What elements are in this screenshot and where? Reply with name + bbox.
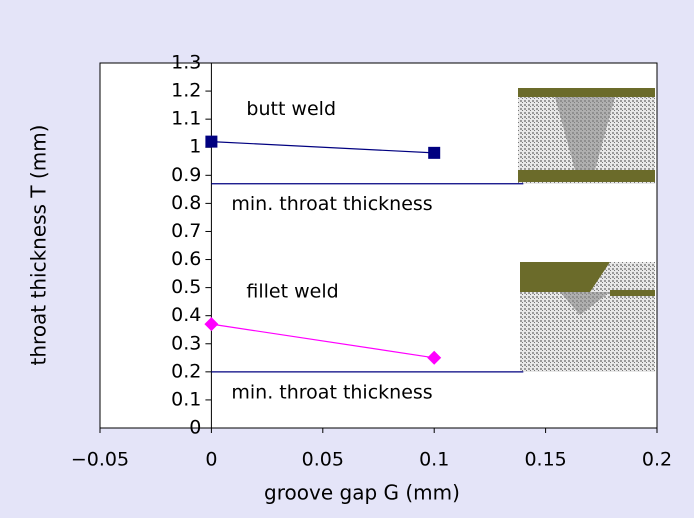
- x-tick-label: −0.05: [71, 449, 129, 471]
- point: [204, 317, 219, 332]
- x-tick-label: 0: [205, 449, 217, 471]
- x-axis-label: groove gap G (mm): [264, 481, 460, 505]
- y-tick-label: 0.7: [171, 220, 201, 242]
- y-tick-label: 0.9: [171, 164, 201, 186]
- y-tick-label: 1.1: [171, 108, 201, 130]
- y-tick-label: 0.2: [171, 360, 201, 382]
- point: [205, 135, 218, 148]
- x-tick-label: 0.2: [642, 449, 672, 471]
- y-tick-label: 1.3: [171, 52, 201, 74]
- y-tick-label: 0.1: [171, 388, 201, 410]
- series-label: min. throat thickness: [231, 381, 432, 403]
- series-label: min. throat thickness: [231, 193, 432, 215]
- x-tick-label: 0.05: [302, 449, 344, 471]
- y-tick-label: 0.8: [171, 192, 201, 214]
- series-line: [211, 141, 435, 154]
- point: [428, 146, 441, 159]
- y-tick-label: 0.5: [171, 276, 201, 298]
- x-tick-label: 0.15: [524, 449, 566, 471]
- butt-weld-image: [518, 88, 655, 184]
- y-tick-label: 1.2: [171, 80, 201, 102]
- y-tick-label: 0.4: [171, 304, 201, 326]
- series-label: butt weld: [246, 98, 336, 120]
- y-tick-label: 0.3: [171, 332, 201, 354]
- y-axis-label: throat thickness T (mm): [27, 125, 51, 366]
- x-tick-label: 0.1: [419, 449, 449, 471]
- y-tick-label: 0.6: [171, 248, 201, 270]
- series-line: [211, 323, 435, 359]
- y-tick-label: 0: [189, 417, 201, 439]
- y-tick-label: 1: [189, 136, 201, 158]
- series-label: fillet weld: [246, 281, 338, 303]
- fillet-weld-image: [520, 262, 655, 372]
- point: [427, 350, 442, 365]
